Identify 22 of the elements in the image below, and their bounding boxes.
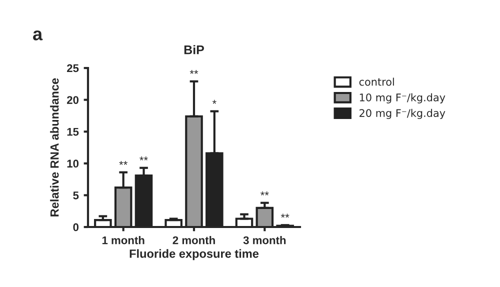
y-tick-label: 10: [67, 160, 79, 168]
annotation: **: [260, 192, 269, 196]
x-tick-label: 2 month: [172, 236, 215, 244]
legend-label: 20 mg F⁻/kg.day: [360, 108, 446, 119]
annotation: **: [140, 156, 148, 160]
x-tick-label: 1 month: [102, 236, 144, 244]
annotation: **: [190, 70, 198, 74]
text: a: [33, 30, 43, 40]
y-axis-title: Relative RNA abundance: [50, 78, 59, 216]
y-tick-label: 20: [67, 96, 79, 104]
y-tick-label: 15: [67, 128, 79, 136]
annotation: *: [212, 100, 216, 104]
x-tick-label: 3 month: [243, 236, 286, 244]
y-tick-label: 0: [73, 223, 79, 232]
x-axis-title: Fluoride exposure time: [130, 249, 259, 260]
y-tick-label: 25: [67, 64, 79, 72]
annotation: **: [280, 214, 290, 218]
annotation: **: [119, 160, 128, 165]
chart-title: BiP: [184, 45, 204, 54]
y-tick-label: 5: [73, 192, 79, 200]
legend-label: 10 mg F⁻/kg.day: [360, 93, 446, 104]
legend-label: control: [359, 78, 394, 86]
